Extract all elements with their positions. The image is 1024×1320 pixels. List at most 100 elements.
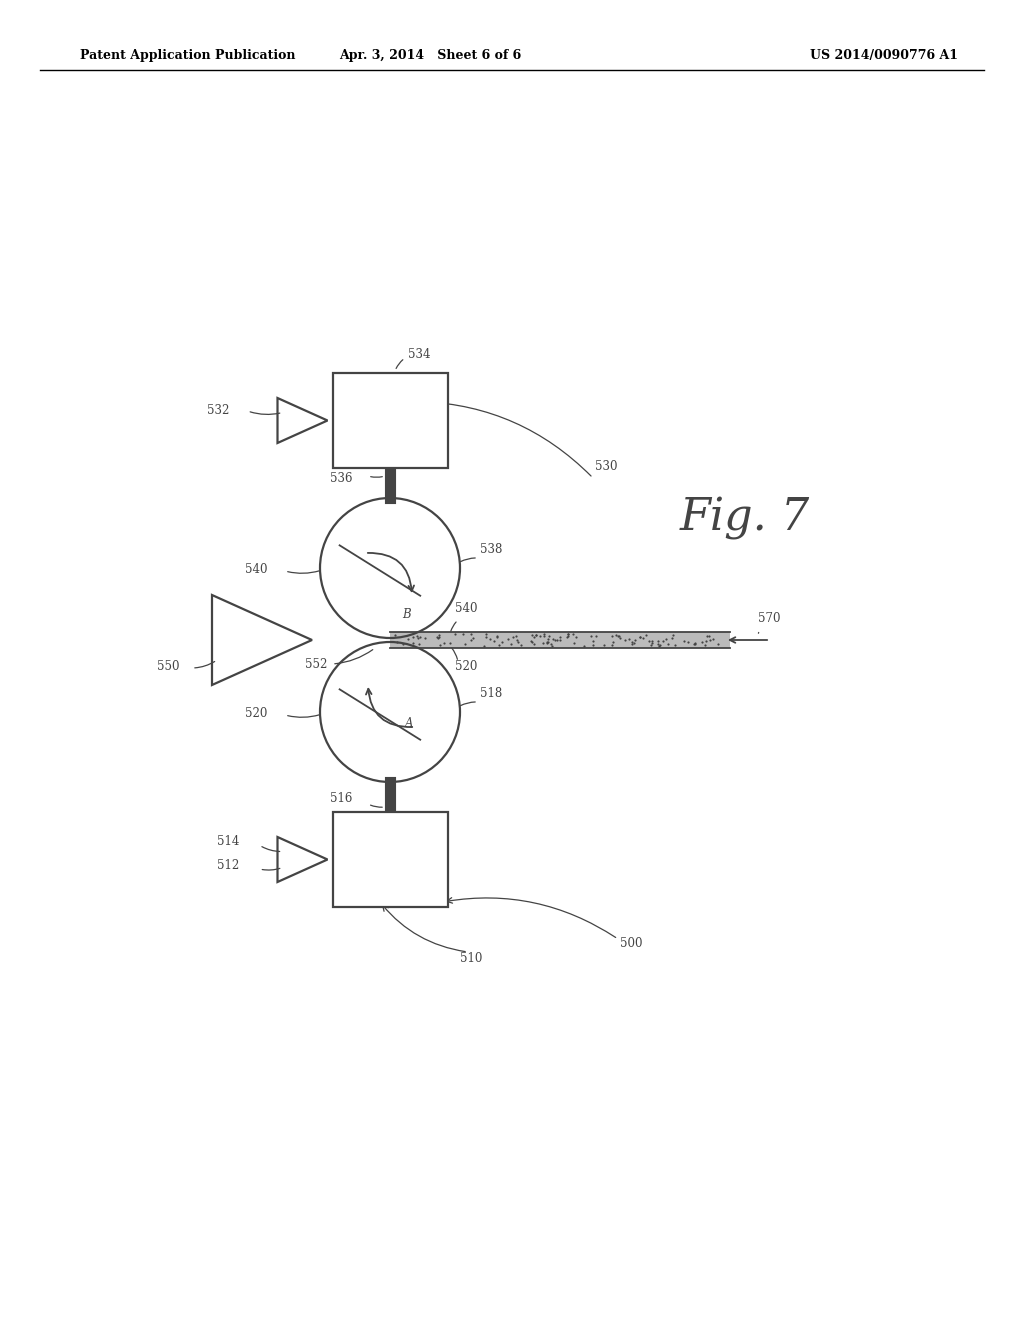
Point: [503, 634, 519, 655]
Point: [478, 624, 495, 645]
Point: [583, 626, 599, 647]
Point: [664, 627, 680, 648]
Point: [463, 624, 479, 645]
Point: [435, 632, 452, 653]
Point: [667, 635, 683, 656]
Point: [409, 626, 425, 647]
Point: [488, 626, 505, 647]
Point: [475, 635, 492, 656]
Point: [559, 627, 575, 648]
Point: [549, 630, 565, 651]
Point: [541, 626, 557, 647]
Point: [644, 631, 660, 652]
Text: 514: 514: [217, 836, 240, 849]
Point: [560, 626, 577, 647]
Point: [655, 631, 672, 652]
Text: B: B: [402, 609, 411, 620]
Point: [700, 626, 717, 647]
Text: 538: 538: [480, 543, 503, 556]
Point: [665, 624, 681, 645]
Text: 540: 540: [455, 602, 477, 615]
Text: 500: 500: [620, 937, 642, 950]
Point: [478, 626, 495, 647]
Point: [539, 631, 555, 652]
Point: [389, 632, 406, 653]
Point: [526, 627, 543, 648]
Point: [632, 627, 648, 648]
Text: 516: 516: [330, 792, 352, 805]
Text: 510: 510: [460, 952, 482, 965]
Point: [527, 624, 544, 645]
Text: Fig. 7: Fig. 7: [680, 496, 810, 540]
Point: [446, 624, 463, 645]
Text: 530: 530: [595, 459, 617, 473]
Point: [500, 628, 516, 649]
Point: [680, 631, 696, 652]
Point: [638, 624, 654, 645]
Point: [626, 632, 642, 653]
Point: [523, 631, 540, 652]
Point: [565, 632, 582, 653]
Point: [482, 628, 499, 649]
Point: [412, 626, 428, 647]
Point: [404, 632, 421, 653]
Text: 512: 512: [217, 859, 240, 873]
Point: [644, 632, 660, 653]
Point: [698, 626, 715, 647]
Text: 540: 540: [245, 564, 267, 576]
Point: [627, 630, 643, 651]
Point: [430, 627, 446, 648]
Point: [488, 626, 505, 647]
Point: [611, 626, 628, 647]
Point: [523, 631, 540, 652]
Text: Apr. 3, 2014   Sheet 6 of 6: Apr. 3, 2014 Sheet 6 of 6: [339, 49, 521, 62]
Text: 536: 536: [330, 471, 352, 484]
Bar: [390, 632, 730, 648]
Point: [559, 624, 575, 645]
Point: [564, 624, 581, 645]
Point: [585, 634, 601, 655]
Point: [612, 627, 629, 648]
Point: [395, 634, 412, 655]
Point: [624, 631, 640, 652]
Point: [432, 635, 449, 656]
Point: [697, 631, 714, 652]
Point: [545, 628, 561, 649]
Point: [650, 634, 667, 655]
Point: [463, 630, 479, 651]
Point: [632, 627, 648, 648]
Point: [486, 631, 503, 652]
Point: [431, 624, 447, 645]
Point: [657, 628, 674, 649]
Text: 534: 534: [408, 348, 430, 362]
Point: [528, 624, 545, 645]
Point: [543, 634, 559, 655]
Point: [539, 632, 555, 653]
Point: [686, 634, 702, 655]
Point: [702, 630, 719, 651]
Point: [458, 634, 474, 655]
Bar: [333, 374, 447, 469]
Text: 552: 552: [305, 657, 328, 671]
Point: [509, 628, 525, 649]
Point: [588, 626, 604, 647]
Text: 520: 520: [455, 660, 477, 673]
Point: [552, 627, 568, 648]
Point: [694, 631, 711, 652]
Point: [508, 626, 524, 647]
Point: [490, 635, 507, 656]
Point: [540, 628, 556, 649]
Point: [604, 635, 621, 656]
Point: [660, 634, 677, 655]
Point: [687, 634, 703, 655]
Point: [625, 634, 641, 655]
Point: [525, 634, 542, 655]
Point: [544, 635, 560, 656]
Point: [710, 634, 726, 655]
Text: 550: 550: [157, 660, 179, 673]
Point: [604, 631, 621, 652]
Point: [687, 632, 703, 653]
Point: [609, 626, 626, 647]
Text: 570: 570: [758, 612, 780, 624]
Point: [406, 627, 422, 648]
